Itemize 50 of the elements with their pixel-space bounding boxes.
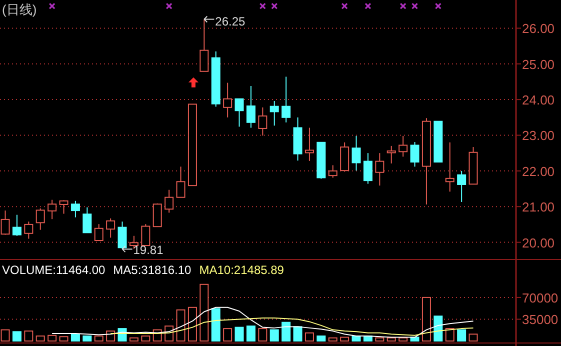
bar	[59, 336, 68, 342]
bar	[386, 337, 396, 342]
bar	[176, 309, 186, 342]
text: MA10:21485.89	[199, 263, 284, 277]
annotation: 26.25	[215, 14, 246, 28]
y-tick-label: 35000	[522, 312, 558, 328]
bar	[211, 308, 220, 342]
bar	[48, 334, 57, 342]
annotation: 19.81	[133, 243, 164, 258]
bar	[422, 296, 431, 342]
bar	[141, 336, 150, 342]
bar	[94, 336, 104, 342]
bar	[434, 316, 443, 342]
bar	[258, 328, 268, 342]
bar	[457, 329, 466, 342]
text: MA5:31816.10	[113, 263, 192, 277]
bar	[293, 326, 302, 342]
annotation: 26.25	[204, 14, 246, 28]
bar	[282, 322, 291, 342]
y-tick-label: 25.00	[522, 56, 555, 72]
y-tick-label: 24.00	[522, 92, 555, 108]
y-tick-label: 22.00	[522, 164, 555, 179]
bar	[70, 334, 80, 342]
bar	[234, 326, 244, 342]
bar	[445, 328, 454, 342]
bar	[316, 336, 326, 342]
bar	[188, 306, 197, 342]
bar	[340, 336, 350, 342]
bar	[82, 336, 92, 342]
annotation: VOLUME:11464.00	[2, 263, 106, 277]
bar	[36, 336, 45, 342]
bar	[375, 337, 384, 342]
bar	[24, 330, 34, 342]
bar	[223, 328, 232, 342]
bar	[12, 331, 22, 342]
y-tick-label: 70000	[522, 290, 558, 306]
y-tick-label: 20.00	[522, 235, 555, 250]
bar	[200, 284, 209, 342]
bar	[468, 334, 478, 342]
bar	[0, 329, 10, 342]
bar	[246, 326, 256, 342]
bar	[304, 332, 314, 342]
annotation: 19.81	[122, 243, 164, 258]
y-tick-label: 26.00	[522, 21, 555, 36]
y-tick-label: 21.00	[522, 200, 555, 215]
bar	[129, 337, 138, 342]
y-tick-label: 23.00	[522, 128, 555, 144]
chart-title: (日线)	[2, 2, 37, 17]
bar	[270, 329, 279, 342]
bar	[328, 337, 338, 342]
